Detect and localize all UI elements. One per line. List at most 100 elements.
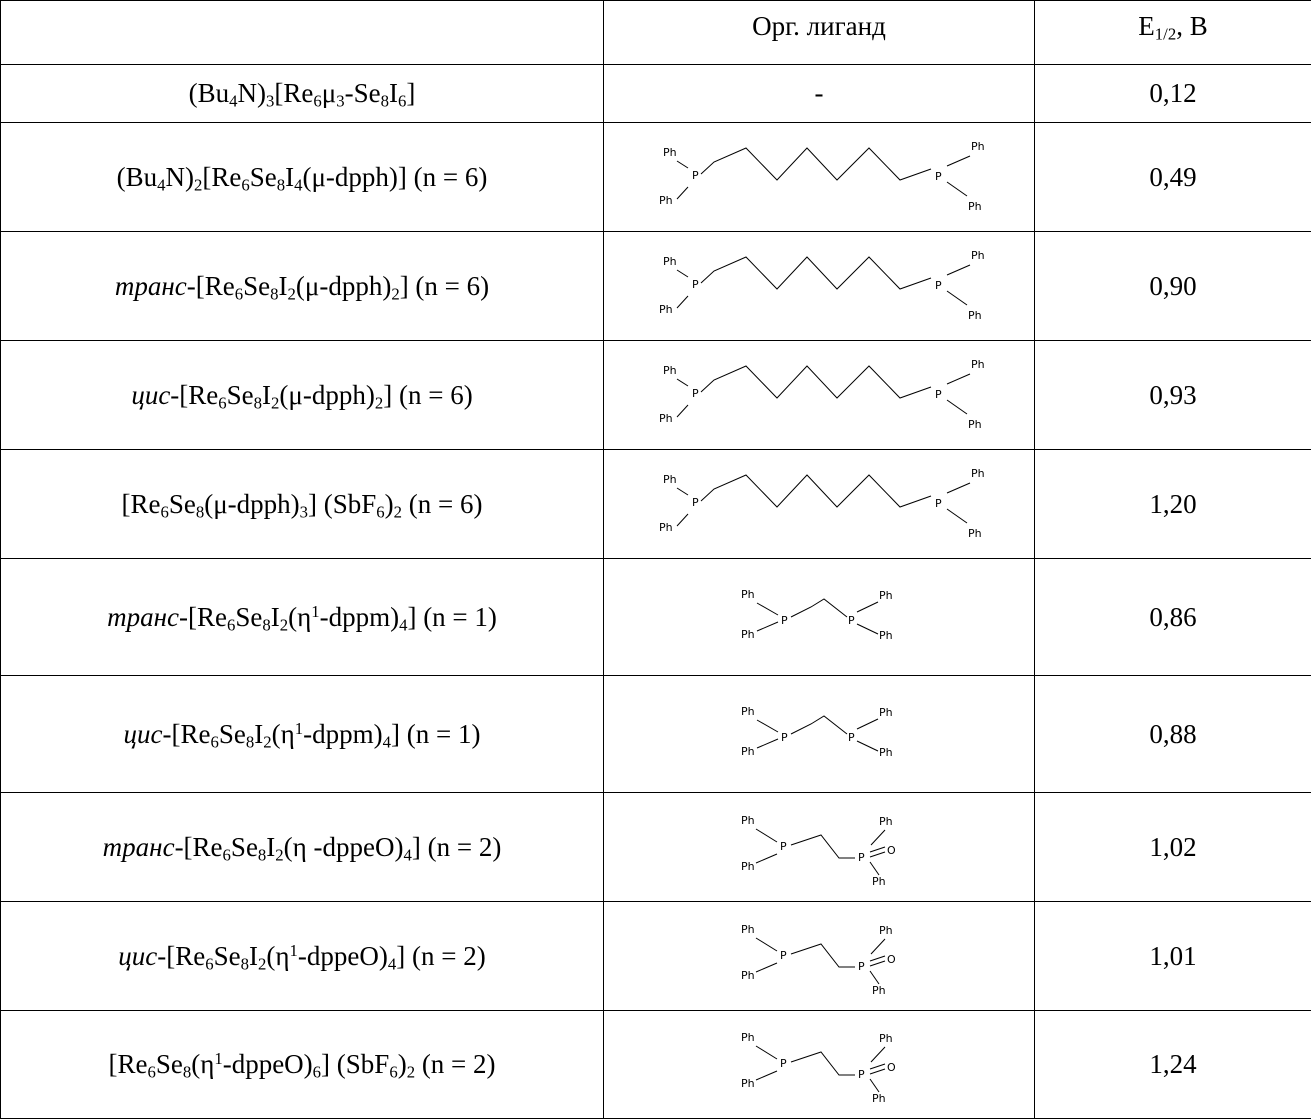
formula-subscript: 6 (234, 284, 244, 304)
formula-text: -[Re (174, 831, 223, 862)
bond-line (700, 365, 932, 399)
p-label: P (935, 497, 942, 510)
bond-line (869, 1078, 880, 1093)
header-e-unit: , B (1176, 11, 1208, 41)
ph-label: Ph (872, 984, 886, 997)
formula-text: ] (n = 2) (411, 831, 502, 862)
formula-subscript: 8 (380, 91, 389, 111)
header-e-half: E1/2, B (1034, 0, 1311, 65)
table-row: (Bu4N)3[Re6μ3-Se8I6] -0,12 (0, 64, 1311, 123)
bond-line (946, 181, 968, 197)
ph-label: Ph (741, 705, 755, 718)
isomer-prefix: цис (123, 718, 163, 749)
table-row: [Re6Se8(η1-dppeO)6] (SbF6)2 (n = 2) Ph P P… (0, 1010, 1311, 1119)
potential-value: 1,20 (1034, 449, 1311, 559)
formula-text: -[Re (178, 601, 227, 632)
formula-text: ] (n = 6) (399, 270, 490, 301)
ph-label: Ph (741, 860, 755, 873)
formula-text: ] (SbF (308, 488, 377, 519)
header-e-sub: 1/2 (1154, 24, 1177, 44)
formula-subscript: 4 (229, 91, 238, 111)
formula-subscript: 2 (258, 954, 267, 974)
p-label: P (692, 496, 699, 509)
formula-text: (Bu (116, 161, 158, 192)
compound-cell: цис-[Re6Se8I2(μ-dpph)2] (n = 6) (0, 340, 604, 450)
formula-text: (η (266, 940, 290, 971)
formula-text: -dppeO) (222, 1049, 313, 1079)
bond-line (790, 1051, 855, 1076)
formula-text: ] (406, 78, 416, 108)
formula-text: ] (n = 2) (396, 940, 486, 971)
dppm-methylene-icon: Ph P Ph P Ph Ph (741, 705, 893, 759)
formula-text: -dppm) (319, 601, 400, 632)
bond-line (856, 601, 879, 613)
formula-text: ) (397, 1049, 407, 1079)
formula-superscript: 1 (289, 940, 298, 960)
bond-line (946, 373, 971, 385)
formula-subscript: 2 (391, 284, 400, 304)
formula-subscript: 2 (374, 393, 384, 413)
dppm-methylene-icon: Ph P Ph P Ph Ph (741, 588, 893, 642)
ph-label: Ph (659, 194, 673, 207)
ph-label: Ph (741, 969, 755, 982)
ph-label: Ph (971, 358, 985, 371)
potential-value: 0,90 (1034, 231, 1311, 341)
formula-subscript: 2 (263, 732, 272, 752)
oxygen-label: O (887, 844, 896, 857)
bond-line (946, 508, 968, 524)
ph-label: Ph (879, 629, 893, 642)
bond-line (700, 256, 932, 290)
formula-subscript: 6 (313, 91, 322, 111)
bond-line (856, 718, 879, 730)
formula-superscript: 1 (294, 718, 304, 738)
p-label: P (858, 1068, 865, 1081)
ph-label: Ph (872, 875, 886, 888)
formula-text: (μ-dpph)] (n = 6) (302, 161, 488, 192)
potential-value: 1,01 (1034, 901, 1311, 1011)
ph-label: Ph (741, 1031, 755, 1044)
formula-subscript: 6 (226, 615, 236, 635)
dpph-hexyl-icon: Ph P Ph P Ph Ph (659, 249, 985, 322)
ph-label: Ph (741, 745, 755, 758)
bond-line (869, 955, 886, 961)
p-label: P (692, 387, 699, 400)
ph-label: Ph (741, 923, 755, 936)
ph-label: Ph (872, 1092, 886, 1105)
formula-subscript: 8 (182, 1062, 192, 1082)
ph-label: Ph (879, 1032, 893, 1045)
formula-subscript: 2 (393, 502, 403, 522)
formula-text: Se (213, 940, 241, 971)
formula-text: I (266, 831, 276, 862)
formula-text: (η (288, 601, 312, 632)
ligand-cell: Ph P Ph P Ph Ph (603, 340, 1035, 450)
formula-text: -[Re (157, 940, 206, 971)
formula-text: (η (191, 1049, 215, 1079)
formula-subscript: 3 (299, 502, 309, 522)
bond-line (755, 828, 778, 842)
bond-line (856, 623, 879, 635)
bond-line (676, 378, 689, 387)
p-label: P (780, 949, 787, 962)
table-row: цис-[Re6Se8I2(η1-dppm)4] (n = 1) Ph P Ph P P… (0, 675, 1311, 793)
ligand-none: - (814, 78, 824, 108)
table-row: (Bu4N)2[Re6Se8I4(μ-dpph)] (n = 6) Ph P Ph P… (0, 122, 1311, 232)
formula-text: I (278, 270, 288, 301)
bond-line (790, 598, 848, 618)
isomer-prefix: цис (118, 940, 158, 971)
bond-line (869, 1068, 886, 1075)
dpph-hexyl-icon: Ph P Ph P Ph Ph (659, 467, 985, 540)
ph-label: Ph (968, 527, 982, 540)
formula-subscript: 2 (275, 845, 284, 865)
bond-line (676, 487, 689, 496)
ligand-cell: Ph P Ph P Ph O Ph (603, 901, 1035, 1011)
header-ligand: Орг. лиганд (603, 0, 1035, 65)
formula-text: ] (n = 1) (391, 718, 481, 749)
compound-cell: транс-[Re6Se8I2(η -dppeO)4] (n = 2) (0, 792, 604, 902)
formula-subscript: 3 (266, 91, 275, 111)
p-label: P (692, 169, 699, 182)
isomer-prefix: транс (114, 270, 187, 301)
bond-line (869, 960, 886, 966)
ph-label: Ph (663, 255, 677, 268)
formula-text: ] (SbF (321, 1049, 390, 1079)
